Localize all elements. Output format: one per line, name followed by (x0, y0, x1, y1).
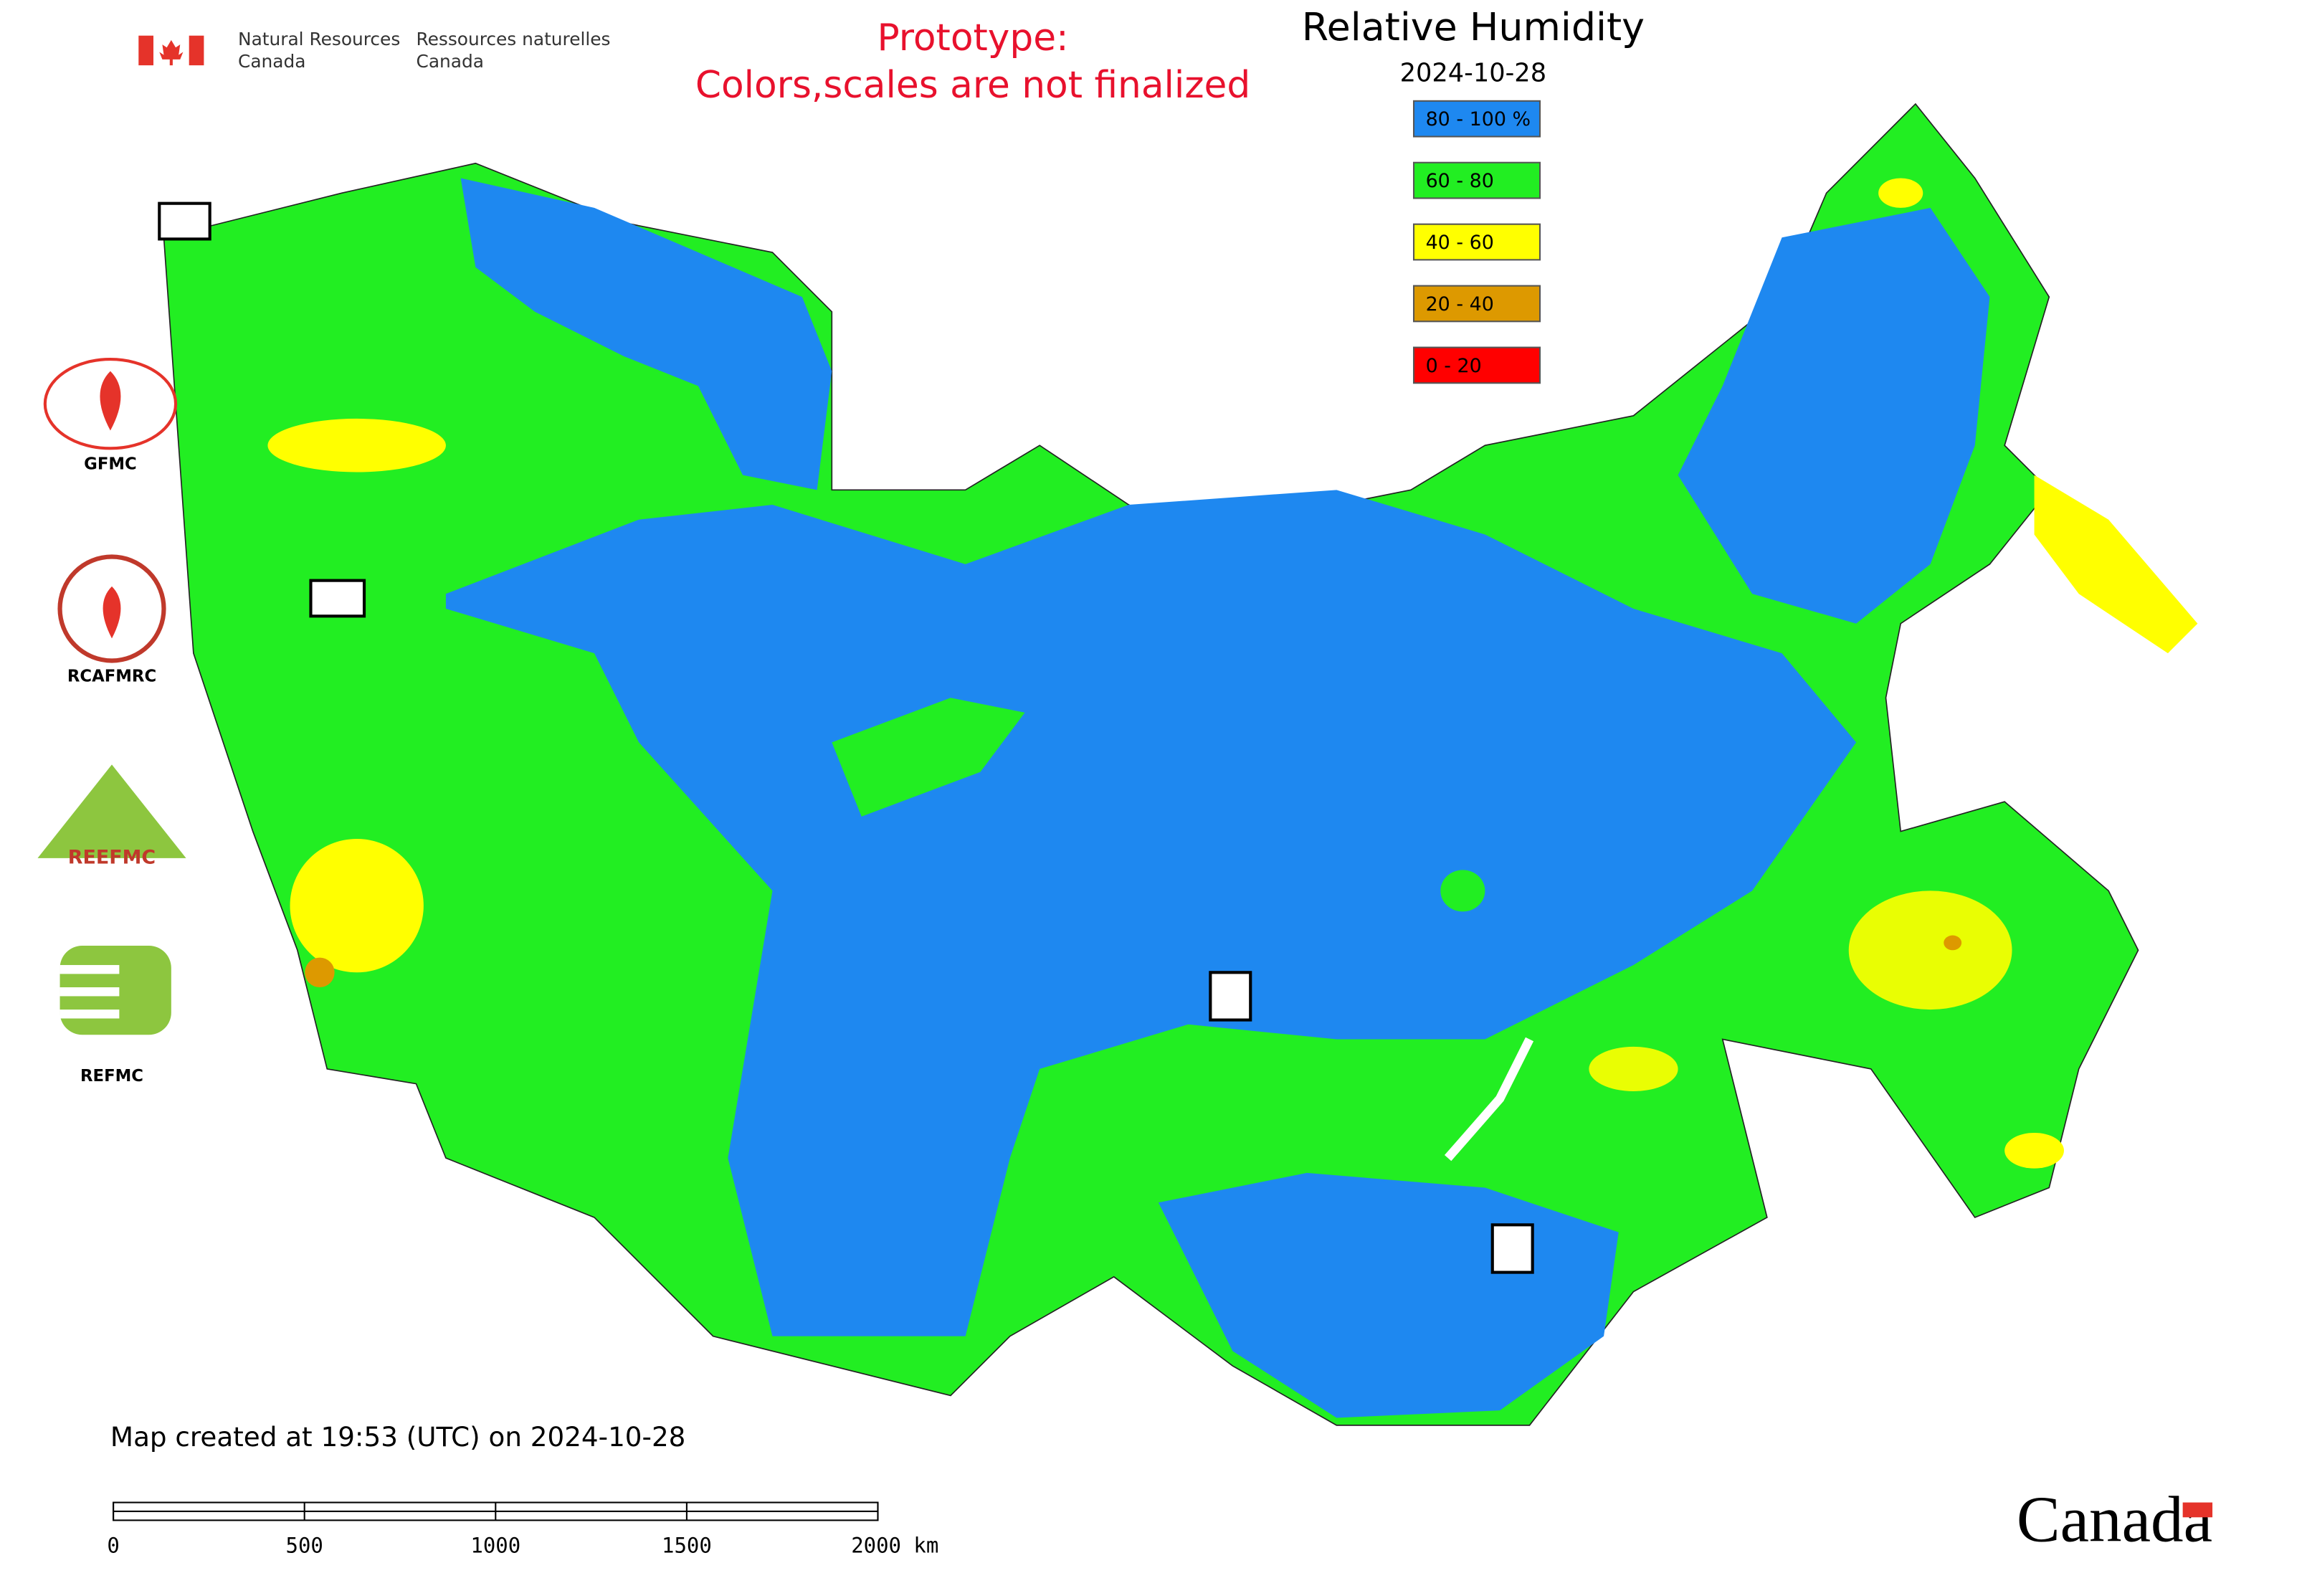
dept-en: Canada (238, 51, 305, 72)
wordmark-flag (2182, 1502, 2213, 1518)
legend-label: 0 - 20 (1426, 355, 1482, 377)
legend-label: 40 - 60 (1426, 232, 1494, 254)
legend-label: 80 - 100 % (1426, 108, 1531, 130)
logo-label: RCAFMRC (67, 668, 156, 686)
dept-en: Natural Resources (238, 29, 400, 49)
legend-swatch (1412, 100, 1541, 138)
legend: 80 - 100 % 60 - 80 40 - 60 20 - 40 0 - 20 (1412, 100, 1541, 384)
map-date: 2024-10-28 (1400, 59, 1547, 88)
scale-label: 2000 km (851, 1534, 938, 1558)
notice: Prototype: (877, 16, 1068, 60)
legend-swatch (1412, 346, 1541, 384)
logos: GFMC RCAFMRC REEFMC REFMC (37, 201, 1534, 1274)
scale-bar: 0 500 1000 1500 2000 km (107, 1501, 938, 1558)
scale-label: 500 (286, 1534, 323, 1558)
logo-label: REFMC (80, 1067, 143, 1086)
government-signature: Natural Resources Canada Ressources natu… (138, 29, 611, 72)
legend-label: 60 - 80 (1426, 170, 1494, 192)
map-area (163, 103, 2198, 1426)
dept-fr: Ressources naturelles (417, 29, 611, 49)
legend-label: 20 - 40 (1426, 293, 1494, 315)
scale-label: 1500 (662, 1534, 712, 1558)
legend-swatch (1412, 285, 1541, 323)
dept-fr: Canada (417, 51, 484, 72)
legend-swatch (1412, 223, 1541, 261)
created-note: Map created at 19:53 (UTC) on 2024-10-28 (110, 1421, 685, 1453)
logo-label: REEFMC (68, 846, 156, 868)
notice: Colors,scales are not finalized (695, 64, 1250, 107)
legend-swatch (1412, 161, 1541, 199)
scale-label: 1000 (470, 1534, 520, 1558)
canada-wordmark: Canada (2017, 1483, 2212, 1556)
map-title: Relative Humidity (1302, 4, 1645, 49)
scale-label: 0 (107, 1534, 119, 1558)
logo-label: GFMC (84, 455, 137, 474)
